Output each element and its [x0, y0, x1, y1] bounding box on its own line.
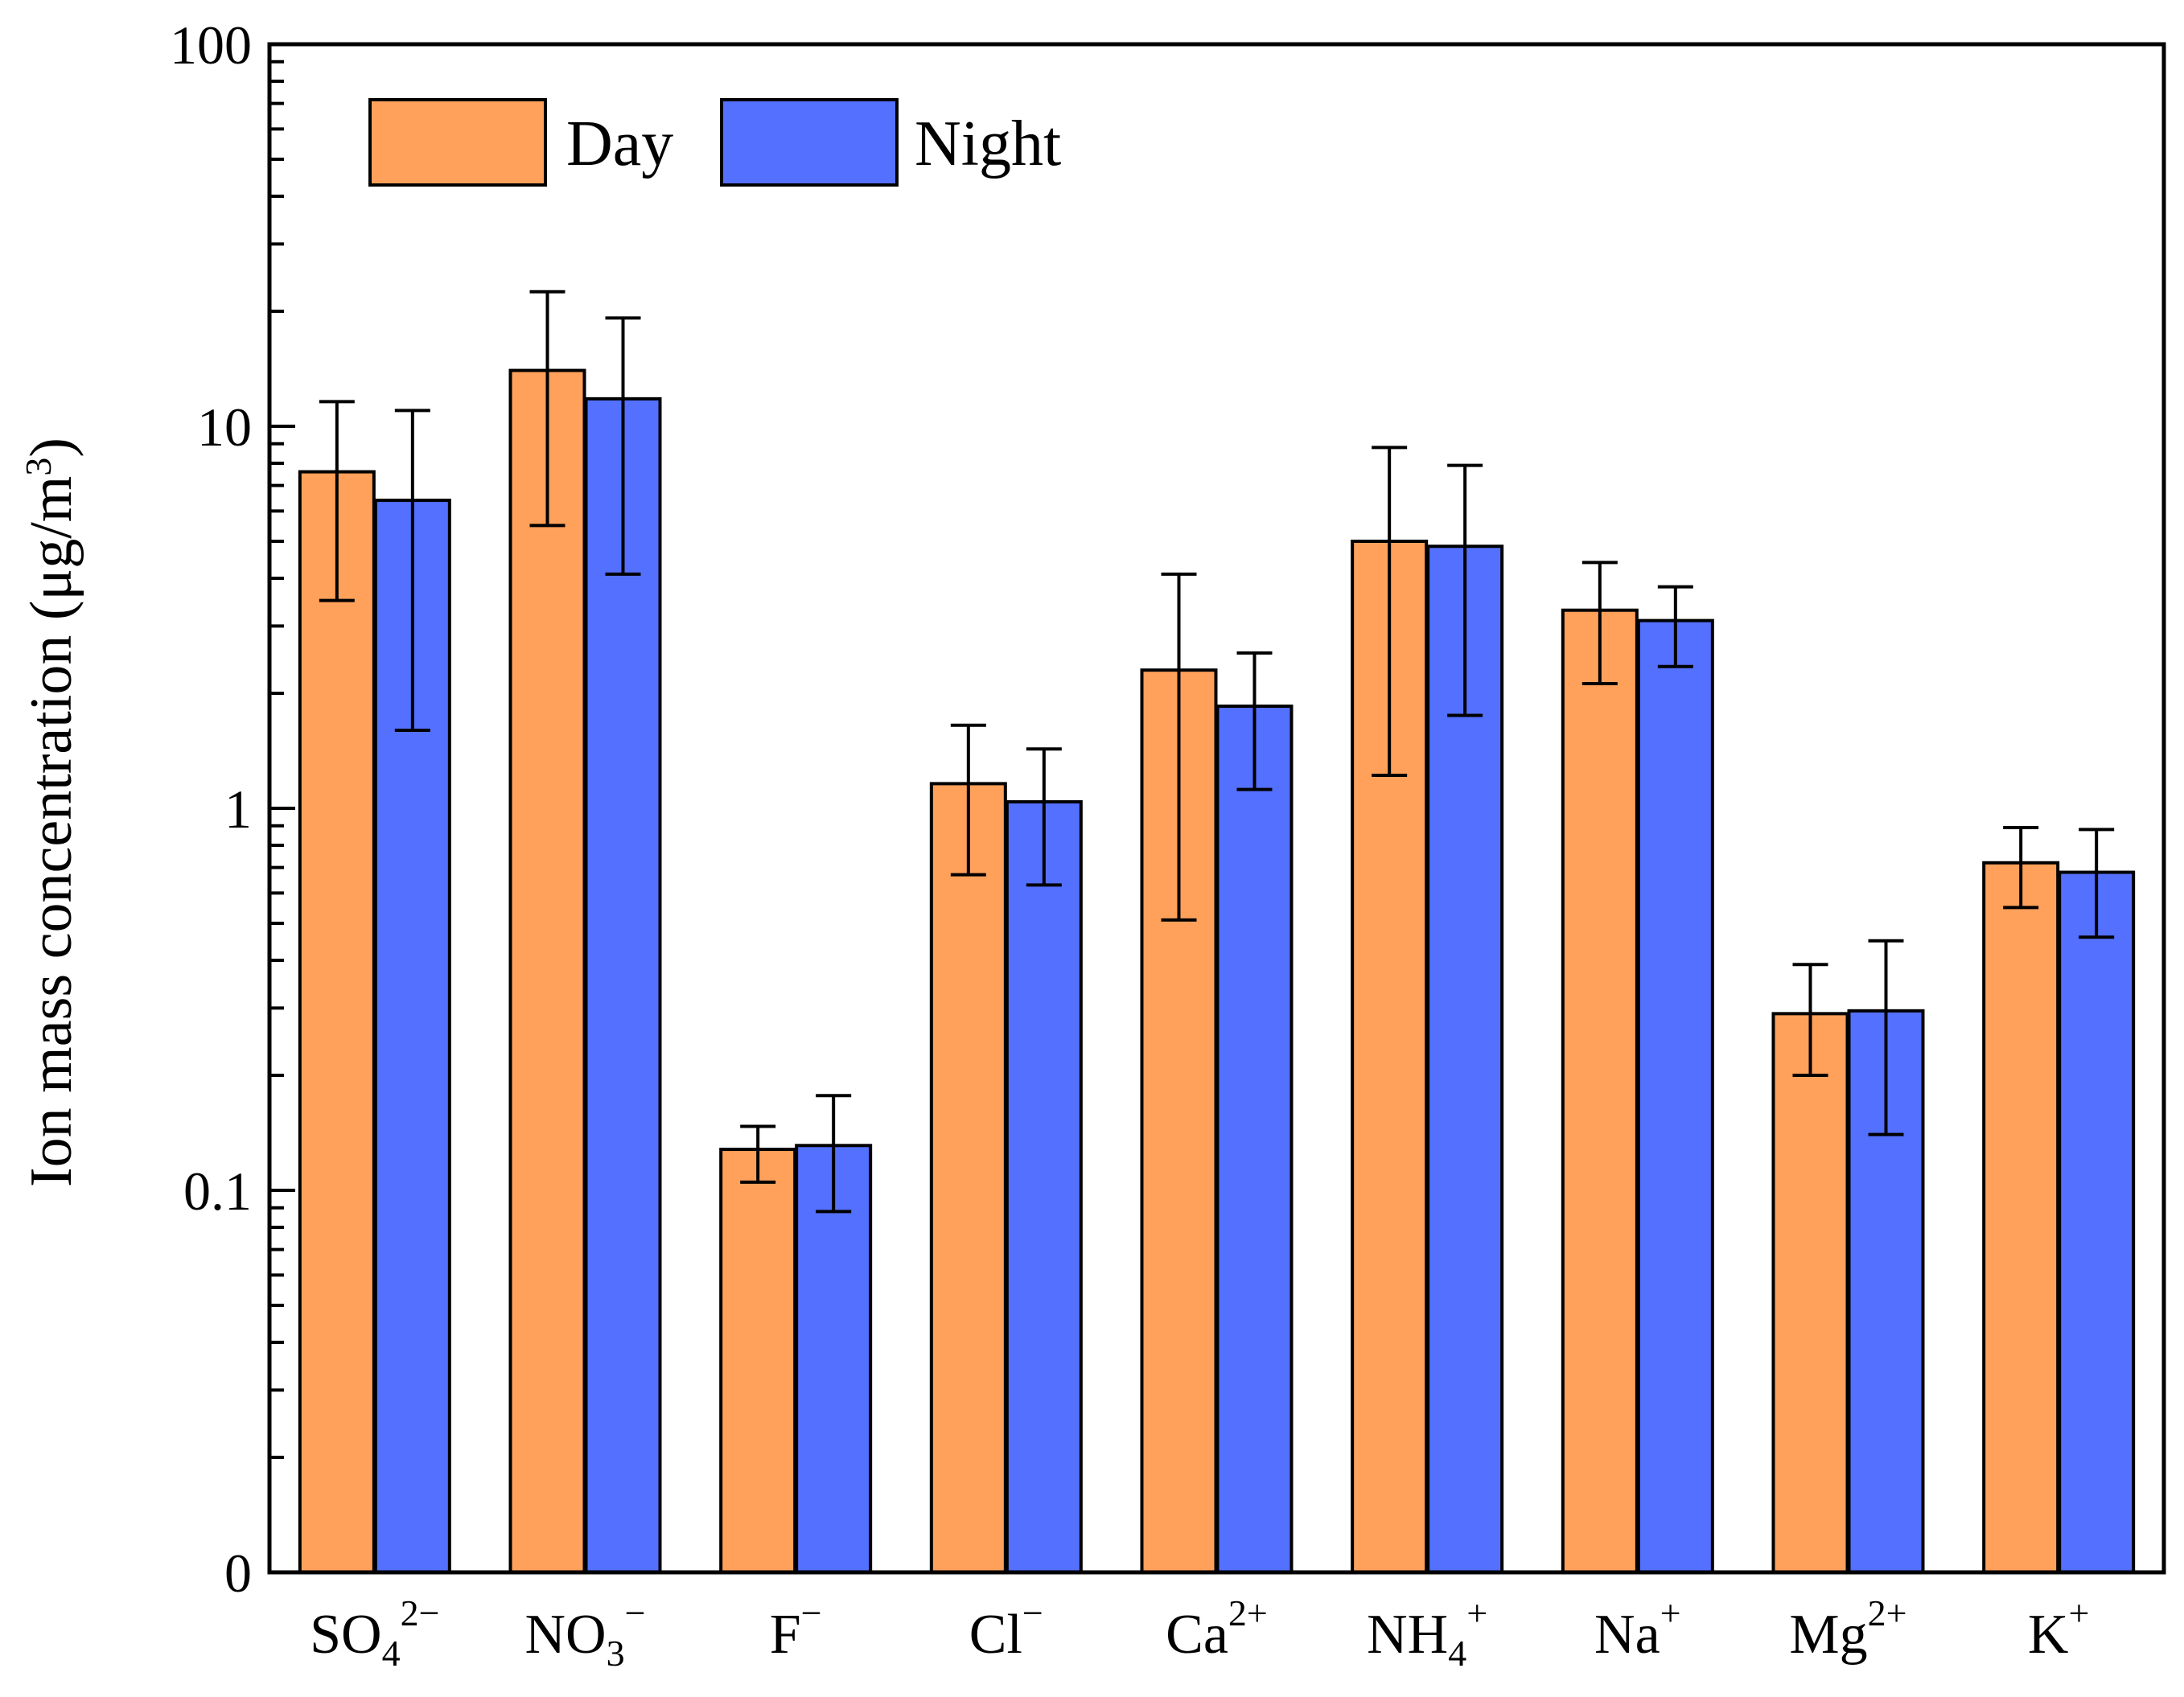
- x-tick-label-7: Mg2+: [1789, 1592, 1906, 1666]
- x-tick-label-base-0: SO: [310, 1604, 381, 1666]
- x-tick-label-sup-5: +: [1466, 1592, 1487, 1633]
- bar-day-8: [1982, 861, 2060, 1574]
- legend-swatch-night: [720, 98, 899, 187]
- x-tick-label-base-8: K: [2028, 1604, 2069, 1666]
- bar-day-0: [298, 470, 376, 1574]
- x-tick-label-base-5: NH: [1367, 1604, 1448, 1666]
- legend-swatch-day: [368, 98, 547, 187]
- x-tick-label-4: Ca2+: [1166, 1592, 1268, 1666]
- bar-night-3: [1005, 799, 1083, 1574]
- x-tick-label-base-3: Cl: [969, 1604, 1022, 1666]
- bar-day-2: [719, 1148, 797, 1575]
- x-tick-label-sup-7: 2+: [1868, 1592, 1907, 1633]
- y-axis-title-sup: 3: [18, 458, 59, 476]
- x-tick-label-6: Na+: [1594, 1592, 1681, 1666]
- y-tick-label-2: 1: [224, 779, 252, 840]
- bar-day-7: [1771, 1012, 1849, 1574]
- legend-label-day: Day: [566, 109, 673, 179]
- x-tick-label-sup-8: +: [2068, 1592, 2089, 1633]
- x-tick-label-base-7: Mg: [1789, 1604, 1867, 1666]
- x-tick-label-sup-6: +: [1660, 1592, 1681, 1633]
- x-tick-label-8: K+: [2028, 1592, 2090, 1666]
- bar-day-1: [508, 368, 586, 1574]
- y-tick-label-0: 0: [224, 1543, 252, 1604]
- x-tick-label-0: SO42−: [310, 1592, 439, 1674]
- legend-label-night: Night: [915, 109, 1061, 179]
- x-tick-label-sub-0: 4: [382, 1633, 401, 1674]
- x-tick-label-sup-0: 2−: [401, 1592, 440, 1633]
- axes-layer: 0 0.1 1 10 100: [170, 14, 2166, 1604]
- y-tick-label-4: 100: [170, 14, 252, 76]
- bar-day-3: [929, 782, 1007, 1574]
- y-axis-title-close: ): [19, 438, 84, 458]
- x-tick-label-sub-5: 4: [1448, 1633, 1466, 1674]
- bar-night-5: [1426, 544, 1504, 1574]
- x-tick-label-sup-1: −: [625, 1592, 646, 1633]
- x-tick-label-base-4: Ca: [1166, 1604, 1228, 1666]
- y-axis-title-main: Ion mass concentration (μg/m: [19, 476, 84, 1187]
- x-tick-label-base-2: F: [770, 1604, 801, 1666]
- x-tick-label-sup-4: 2+: [1228, 1592, 1268, 1633]
- x-tick-label-sup-2: −: [801, 1592, 822, 1633]
- x-tick-label-1: NO3−: [524, 1592, 645, 1674]
- y-axis-title-group: Ion mass concentration (μg/m3): [18, 438, 85, 1187]
- bar-day-6: [1561, 608, 1639, 1574]
- bar-night-1: [584, 397, 662, 1574]
- y-tick-label-1: 0.1: [183, 1161, 252, 1222]
- x-tick-label-sub-1: 3: [607, 1633, 625, 1674]
- x-tick-label-5: NH4+: [1367, 1592, 1487, 1674]
- x-tick-label-sup-3: −: [1022, 1592, 1043, 1633]
- x-tick-label-base-1: NO: [524, 1604, 606, 1666]
- y-tick-label-3: 10: [197, 397, 252, 458]
- x-tick-label-2: F−: [770, 1592, 822, 1666]
- bar-night-4: [1215, 705, 1294, 1575]
- bar-night-6: [1636, 618, 1714, 1575]
- bars-layer: [298, 368, 2136, 1575]
- labels-layer: SO42− NO3− F− Cl− Ca2+ NH4+ Na+ Mg2+ K+: [310, 1592, 2089, 1674]
- x-tick-label-3: Cl−: [969, 1592, 1043, 1666]
- x-tick-label-base-6: Na: [1594, 1604, 1660, 1666]
- error-bars-layer: [319, 290, 2115, 1214]
- y-axis-title: Ion mass concentration (μg/m3): [18, 438, 85, 1187]
- legend: Day Night: [368, 98, 1061, 187]
- bar-night-8: [2058, 870, 2136, 1574]
